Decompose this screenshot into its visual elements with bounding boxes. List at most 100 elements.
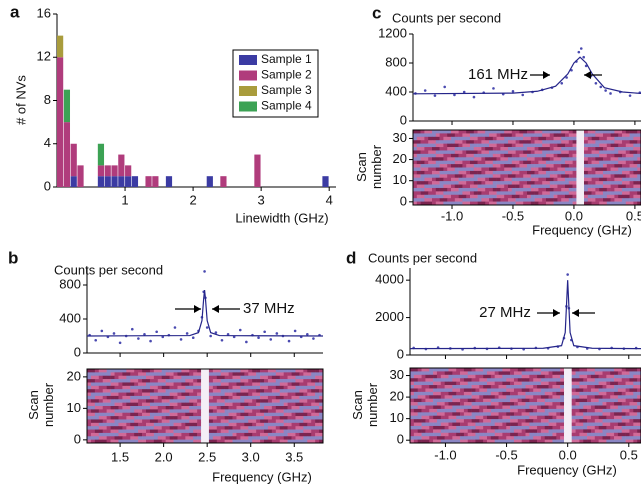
heatmap-cell xyxy=(572,147,577,151)
heatmap-cell xyxy=(473,147,478,151)
heatmap-cell xyxy=(565,130,570,134)
heatmap-cell xyxy=(428,157,433,161)
heatmap-cell xyxy=(94,375,100,380)
heatmap-cell xyxy=(568,170,573,175)
heatmap-cell xyxy=(614,164,619,168)
heatmap-cell xyxy=(291,372,296,377)
heatmap-cell xyxy=(602,371,607,376)
heatmap-cell xyxy=(413,157,418,161)
heatmap-cell xyxy=(467,378,472,382)
heatmap-cell xyxy=(508,198,513,202)
heatmap-cell xyxy=(494,432,499,437)
heatmap-cell xyxy=(637,432,641,437)
heatmap-cell xyxy=(553,194,558,199)
heatmap-cell xyxy=(579,432,584,437)
heatmap-cell xyxy=(315,429,320,434)
heatmap-cell xyxy=(458,191,463,196)
heatmap-cell xyxy=(448,368,453,372)
heatmap-cell xyxy=(169,375,174,380)
heatmap-cell xyxy=(552,436,557,440)
y-tick-label: 20 xyxy=(67,368,81,383)
heatmap-cell xyxy=(622,201,627,206)
heatmap-cell xyxy=(299,395,304,400)
heatmap-cell xyxy=(193,409,198,414)
heatmap-cell xyxy=(416,191,421,196)
heatmap-cell xyxy=(436,378,442,382)
heatmap-cell xyxy=(252,369,257,373)
heatmap-cell xyxy=(633,181,638,185)
heatmap-cell xyxy=(463,425,469,430)
heatmap-cell xyxy=(413,408,418,413)
heatmap-cell xyxy=(560,368,565,372)
heatmap-cell xyxy=(565,133,570,138)
heatmap-cell xyxy=(173,402,178,407)
heatmap-cell xyxy=(530,167,535,172)
heatmap-cell xyxy=(552,378,557,382)
heatmap-cell xyxy=(590,429,596,434)
heatmap-cell xyxy=(579,415,584,420)
heatmap-cell xyxy=(527,191,532,196)
heatmap-cell xyxy=(473,191,478,196)
heatmap-cell xyxy=(416,143,421,148)
heatmap-cell xyxy=(529,405,534,410)
heatmap-cell xyxy=(205,436,210,440)
heatmap-cell xyxy=(110,406,115,410)
heatmap-cell xyxy=(571,432,576,437)
heatmap-cell xyxy=(244,422,249,427)
heatmap-cell xyxy=(492,130,497,134)
heatmap-cell xyxy=(637,160,641,165)
heatmap-cell xyxy=(248,439,253,444)
legend-swatch xyxy=(239,70,257,81)
heatmap-cell xyxy=(602,429,607,434)
heatmap-cell xyxy=(517,371,522,376)
heatmap-cell xyxy=(606,391,611,396)
histogram-bar xyxy=(57,57,64,187)
heatmap-cell xyxy=(492,170,497,175)
heatmap-cell xyxy=(444,388,449,393)
heatmap-cell xyxy=(633,419,638,423)
heatmap-cell xyxy=(279,379,284,383)
heatmap-cell xyxy=(165,395,170,400)
heatmap-cell xyxy=(617,391,623,396)
heatmap-cell xyxy=(475,425,480,430)
heatmap-cell xyxy=(134,369,139,373)
heatmap-cell xyxy=(483,371,488,376)
heatmap-cell xyxy=(490,412,495,417)
heatmap-cell xyxy=(256,382,261,387)
heatmap-cell xyxy=(287,426,292,430)
heatmap-cell xyxy=(529,368,534,372)
heatmap-cell xyxy=(201,416,206,420)
heatmap-cell xyxy=(416,153,421,158)
data-point xyxy=(112,332,116,335)
heatmap-cell xyxy=(506,385,511,389)
heatmap-cell xyxy=(421,432,426,437)
heatmap-cell xyxy=(489,201,494,206)
heatmap-cell xyxy=(448,436,453,440)
heatmap-cell xyxy=(546,136,551,141)
heatmap-cell xyxy=(527,147,532,151)
heatmap-cell xyxy=(165,432,170,437)
heatmap-cell xyxy=(228,422,233,427)
heatmap-cell xyxy=(205,402,210,407)
heatmap-cell xyxy=(428,187,433,192)
heatmap-cell xyxy=(435,184,440,189)
heatmap-cell xyxy=(87,382,92,387)
heatmap-cell xyxy=(583,405,588,410)
heatmap-cell xyxy=(410,402,415,406)
heatmap-cell xyxy=(212,392,218,397)
heatmap-cell xyxy=(295,419,300,424)
heatmap-cell xyxy=(477,136,482,141)
heatmap-cell xyxy=(538,130,543,134)
heatmap-cell xyxy=(319,432,324,437)
heatmap-cell xyxy=(614,177,619,182)
heatmap-cell xyxy=(553,181,558,185)
heatmap-cell xyxy=(252,389,257,393)
heatmap-cell xyxy=(240,412,245,417)
heatmap-cell xyxy=(548,381,553,386)
heatmap-cell xyxy=(621,371,626,376)
heatmap-cell xyxy=(466,194,471,199)
heatmap-cell xyxy=(561,164,566,168)
heatmap-cell xyxy=(515,150,520,155)
heatmap-cell xyxy=(494,395,499,399)
heatmap-cell xyxy=(489,143,494,148)
